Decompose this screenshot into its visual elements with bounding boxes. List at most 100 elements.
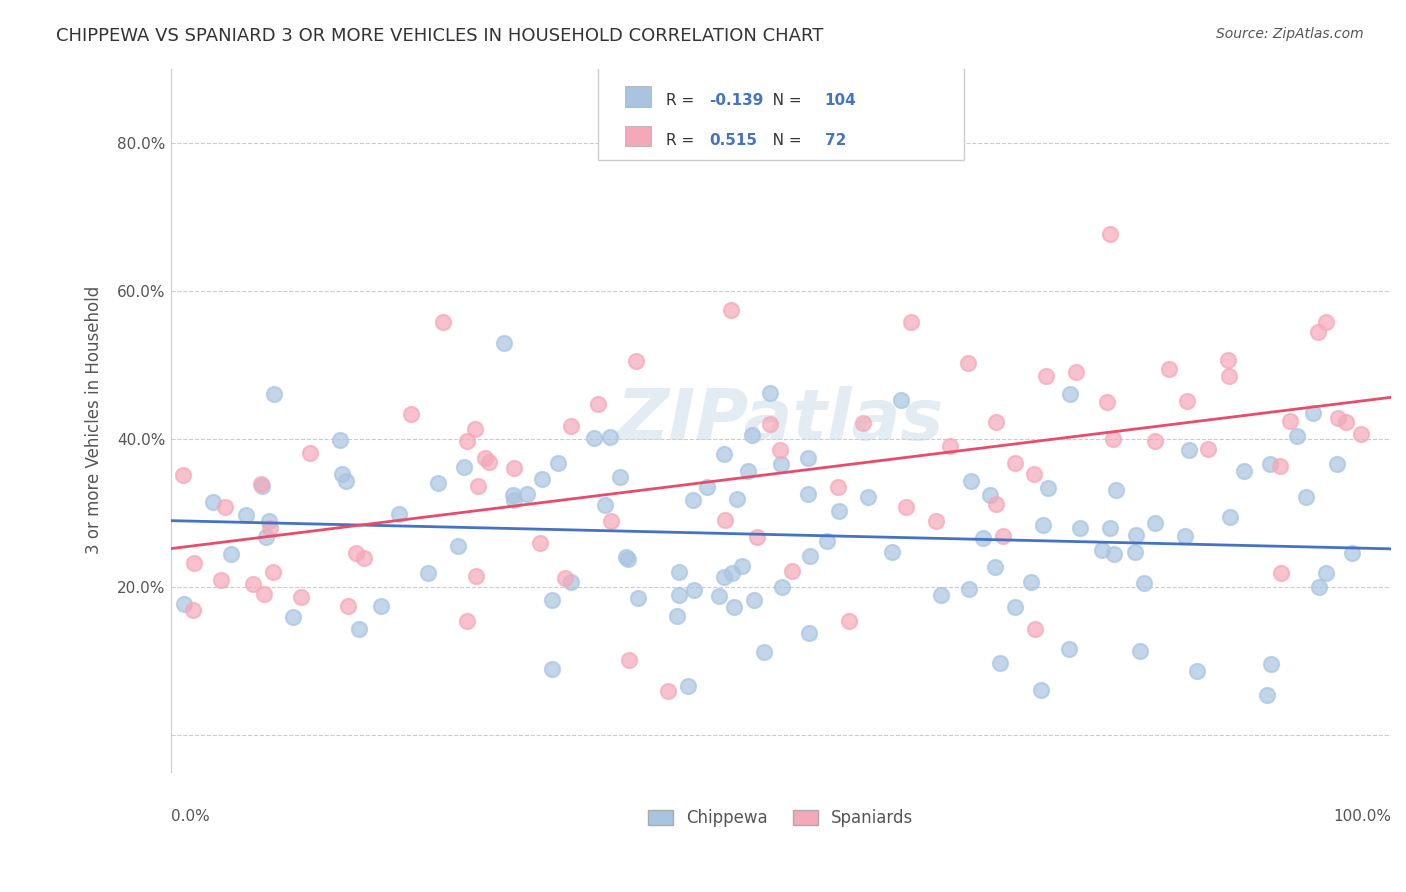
Point	[617, 552, 640, 566]
Point	[214, 500, 236, 514]
Point	[1334, 415, 1357, 429]
Point	[456, 434, 478, 449]
Point	[560, 574, 582, 589]
Point	[894, 500, 917, 514]
Point	[347, 622, 370, 636]
Point	[731, 559, 754, 574]
Point	[1315, 315, 1337, 329]
Point	[742, 592, 765, 607]
Point	[1285, 428, 1308, 442]
Text: Source: ZipAtlas.com: Source: ZipAtlas.com	[1216, 27, 1364, 41]
Point	[541, 662, 564, 676]
Text: 0.515: 0.515	[709, 133, 756, 148]
Point	[250, 479, 273, 493]
Point	[516, 486, 538, 500]
Point	[262, 565, 284, 579]
Point	[1019, 575, 1042, 590]
Point	[427, 476, 450, 491]
Point	[984, 496, 1007, 510]
Point	[1219, 509, 1241, 524]
Point	[1143, 516, 1166, 531]
Point	[797, 487, 820, 501]
Point	[554, 571, 576, 585]
Point	[668, 588, 690, 602]
Y-axis label: 3 or more Vehicles in Household: 3 or more Vehicles in Household	[86, 286, 103, 555]
Point	[1270, 459, 1292, 474]
Text: 72: 72	[825, 133, 846, 148]
Point	[254, 530, 277, 544]
Point	[1029, 682, 1052, 697]
Point	[257, 514, 280, 528]
Point	[939, 439, 962, 453]
Point	[1216, 352, 1239, 367]
Point	[741, 427, 763, 442]
Point	[993, 529, 1015, 543]
Point	[617, 653, 640, 667]
Point	[456, 614, 478, 628]
Point	[600, 514, 623, 528]
Point	[464, 422, 486, 436]
Point	[614, 549, 637, 564]
Point	[582, 431, 605, 445]
Point	[1059, 386, 1081, 401]
Text: -0.139: -0.139	[709, 93, 763, 108]
Point	[1302, 406, 1324, 420]
Point	[828, 504, 851, 518]
Point	[172, 468, 194, 483]
Point	[856, 490, 879, 504]
Point	[852, 416, 875, 430]
Point	[1098, 521, 1121, 535]
Point	[416, 566, 439, 581]
Point	[1256, 689, 1278, 703]
Point	[799, 549, 821, 563]
Point	[1258, 458, 1281, 472]
Point	[259, 521, 281, 535]
Point	[1133, 575, 1156, 590]
Point	[1004, 456, 1026, 470]
Point	[827, 480, 849, 494]
Text: ZIPatlas: ZIPatlas	[617, 385, 945, 455]
Point	[541, 593, 564, 607]
Text: N =: N =	[758, 133, 806, 148]
Point	[474, 450, 496, 465]
Point	[880, 545, 903, 559]
Point	[723, 599, 745, 614]
Point	[1069, 521, 1091, 535]
Point	[1270, 566, 1292, 581]
Point	[299, 446, 322, 460]
Point	[181, 603, 204, 617]
Text: N =: N =	[758, 93, 806, 108]
Point	[209, 573, 232, 587]
Point	[242, 576, 264, 591]
Point	[1175, 393, 1198, 408]
Point	[290, 591, 312, 605]
Point	[769, 442, 792, 457]
Point	[1178, 442, 1201, 457]
Point	[502, 493, 524, 508]
Point	[1125, 528, 1147, 542]
Text: 0.0%: 0.0%	[170, 809, 209, 824]
Point	[281, 609, 304, 624]
Point	[725, 491, 748, 506]
Point	[547, 457, 569, 471]
Point	[370, 599, 392, 613]
Point	[593, 498, 616, 512]
Point	[1129, 643, 1152, 657]
Point	[1279, 414, 1302, 428]
Point	[235, 508, 257, 522]
Point	[1327, 411, 1350, 425]
Point	[1064, 365, 1087, 379]
Point	[183, 556, 205, 570]
Point	[676, 679, 699, 693]
Point	[1174, 529, 1197, 543]
Point	[714, 513, 737, 527]
Point	[1306, 325, 1329, 339]
Point	[1032, 517, 1054, 532]
Point	[173, 597, 195, 611]
Point	[529, 536, 551, 550]
Point	[1104, 483, 1126, 498]
Point	[1218, 368, 1240, 383]
Point	[780, 564, 803, 578]
Point	[837, 614, 859, 628]
Point	[335, 474, 357, 488]
